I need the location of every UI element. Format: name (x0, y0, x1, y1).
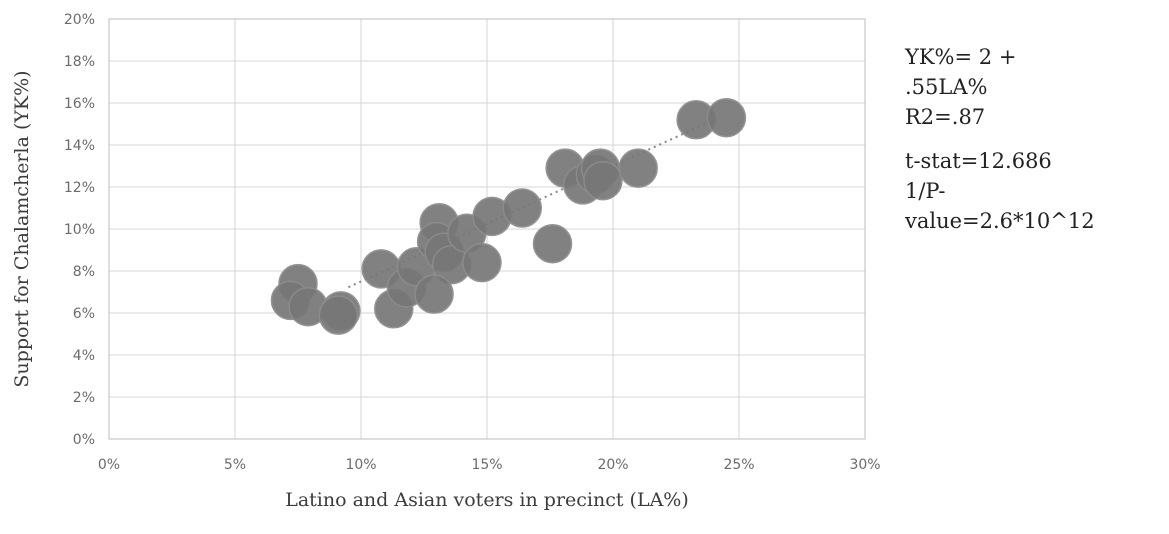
data-point (583, 160, 623, 201)
y-tick-label: 14% (64, 138, 95, 154)
data-point (502, 188, 543, 228)
x-tick-label: 30% (849, 457, 880, 473)
y-tick-label: 8% (73, 264, 95, 280)
data-point (532, 223, 573, 264)
scatter-chart: 0% 5% 10% 15% 20% 25% 30% 0% 2% 4% 6% 8% 10% 12% 14% 1… (11, 12, 881, 511)
data-point (462, 242, 502, 283)
x-tick-label: 25% (723, 457, 754, 473)
y-tick-label: 16% (64, 96, 95, 112)
plot-frame (108, 18, 866, 440)
p-value-line-1: 1/P- (905, 179, 946, 203)
x-tick-label: 0% (98, 457, 120, 473)
r-squared: R2=.87 (905, 105, 986, 129)
y-tick-label: 6% (73, 306, 95, 322)
data-point (618, 148, 658, 188)
regression-stats: YK%= 2 + .55LA% R2=.87 t-stat=12.686 1/P… (905, 42, 1165, 236)
y-tick-label: 10% (64, 222, 95, 238)
y-tick-label: 0% (73, 432, 95, 448)
equation-line-1: YK%= 2 + (905, 45, 1017, 69)
y-tick-label: 20% (64, 12, 95, 28)
y-tick-label: 18% (64, 54, 95, 70)
y-tick-label: 12% (64, 180, 95, 196)
y-tick-labels: 0% 2% 4% 6% 8% 10% 12% 14% 16% 18% 20% (64, 12, 95, 448)
equation-line-2: .55LA% (905, 75, 988, 99)
x-tick-labels: 0% 5% 10% 15% 20% 25% 30% (98, 457, 881, 473)
y-axis-title: Support for Chalamcherla (YK%) (11, 70, 33, 387)
data-points (270, 97, 747, 335)
data-point (414, 274, 454, 314)
t-stat: t-stat=12.686 (905, 149, 1052, 173)
x-tick-label: 20% (597, 457, 628, 473)
x-tick-label: 5% (224, 457, 246, 473)
y-tick-label: 2% (73, 390, 95, 406)
data-point (706, 97, 747, 138)
y-tick-label: 4% (73, 348, 95, 364)
x-tick-label: 15% (471, 457, 502, 473)
p-value-line-2: value=2.6*10^12 (905, 209, 1095, 233)
x-tick-label: 10% (345, 457, 376, 473)
x-axis-title: Latino and Asian voters in precinct (LA%… (285, 489, 689, 511)
data-point (318, 295, 359, 335)
